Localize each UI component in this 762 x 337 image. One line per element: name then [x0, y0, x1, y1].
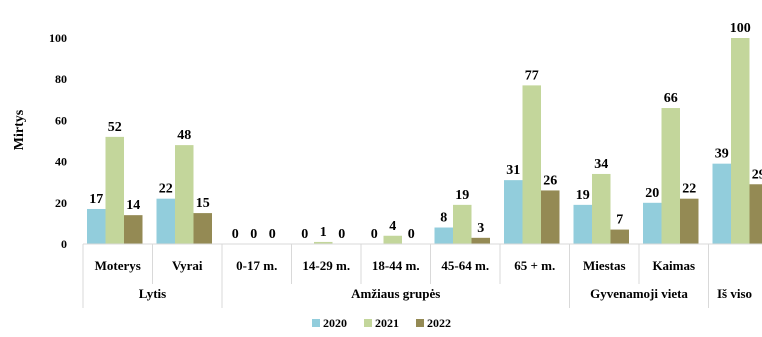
data-label: 22	[682, 182, 696, 197]
x-category-label: 18-44 m.	[372, 258, 420, 273]
legend: 2020 2021 2022	[312, 316, 451, 330]
legend-swatch	[364, 319, 372, 327]
y-tick-label: 100	[49, 31, 67, 45]
data-label: 1	[320, 225, 327, 240]
y-tick-label: 20	[55, 196, 67, 210]
x-category-label: Miestas	[583, 258, 626, 273]
bar-2020	[435, 228, 454, 244]
x-category-label: Moterys	[95, 258, 141, 273]
bar-2020	[574, 205, 593, 244]
legend-label: 2020	[323, 316, 347, 330]
x-group-label: Lytis	[139, 286, 166, 301]
y-axis-title: Mirtys	[12, 109, 27, 150]
data-label: 66	[664, 91, 678, 106]
bar-2022	[124, 215, 143, 244]
bar-2020	[643, 203, 662, 244]
data-label: 22	[159, 182, 173, 197]
bar-2021	[731, 38, 750, 244]
x-group-label: Amžiaus grupės	[351, 286, 440, 301]
data-label: 52	[108, 120, 122, 135]
legend-label: 2021	[375, 316, 399, 330]
data-label: 31	[506, 163, 520, 178]
x-category-label: 65 + m.	[514, 258, 555, 273]
data-label: 19	[455, 188, 469, 203]
bar-2022	[750, 184, 762, 244]
data-label: 100	[730, 21, 751, 36]
x-category-label: Vyrai	[172, 258, 203, 273]
data-label: 8	[440, 211, 447, 226]
bar-2020	[504, 180, 523, 244]
y-tick-label: 0	[61, 237, 67, 251]
bar-2021	[523, 85, 542, 244]
data-label: 0	[232, 227, 239, 242]
legend-swatch	[312, 319, 320, 327]
bar-2022	[541, 190, 560, 244]
x-group-label: Iš viso	[717, 286, 752, 301]
x-category-label: 14-29 m.	[302, 258, 350, 273]
y-tick-label: 60	[55, 113, 67, 127]
bar-2021	[106, 137, 125, 244]
bar-2022	[611, 230, 630, 244]
x-category-label: 0-17 m.	[236, 258, 277, 273]
bar-2022	[472, 238, 491, 244]
y-tick-label: 80	[55, 72, 67, 86]
data-label: 34	[594, 157, 608, 172]
data-label: 29	[752, 167, 762, 182]
data-label: 20	[645, 186, 659, 201]
data-label: 0	[250, 227, 257, 242]
data-label: 26	[543, 173, 557, 188]
x-group-label: Gyvenamoji vieta	[590, 286, 688, 301]
data-label: 17	[89, 192, 103, 207]
data-label: 77	[525, 68, 539, 83]
bar-2021	[662, 108, 681, 244]
bar-2022	[680, 199, 699, 244]
x-category-label: Kaimas	[652, 258, 695, 273]
y-axis: 0 20 40 60 80 100	[49, 31, 67, 251]
x-axis: Moterys Vyrai Lytis 0-17 m. 14-29 m. 18-44 m.…	[83, 244, 762, 308]
data-label: 0	[338, 227, 345, 242]
data-label: 0	[269, 227, 276, 242]
bar-2020	[713, 164, 732, 244]
bar-2021	[384, 236, 403, 244]
data-label: 15	[196, 196, 210, 211]
bar-2020	[157, 199, 176, 244]
bar-2021	[175, 145, 194, 244]
data-label: 3	[477, 221, 484, 236]
bar-2021	[592, 174, 611, 244]
data-label: 39	[715, 147, 729, 162]
data-label: 0	[371, 227, 378, 242]
bar-2020	[87, 209, 106, 244]
data-label: 0	[408, 227, 415, 242]
data-label: 14	[126, 198, 140, 213]
legend-label: 2022	[427, 316, 451, 330]
y-tick-label: 40	[55, 155, 67, 169]
data-label: 48	[177, 128, 191, 143]
bar-2022	[194, 213, 213, 244]
legend-swatch	[416, 319, 424, 327]
data-label: 0	[301, 227, 308, 242]
data-label: 19	[576, 188, 590, 203]
x-category-label: 45-64 m.	[441, 258, 489, 273]
data-label: 4	[389, 219, 396, 234]
data-label: 7	[616, 213, 623, 228]
bar-2021	[453, 205, 472, 244]
